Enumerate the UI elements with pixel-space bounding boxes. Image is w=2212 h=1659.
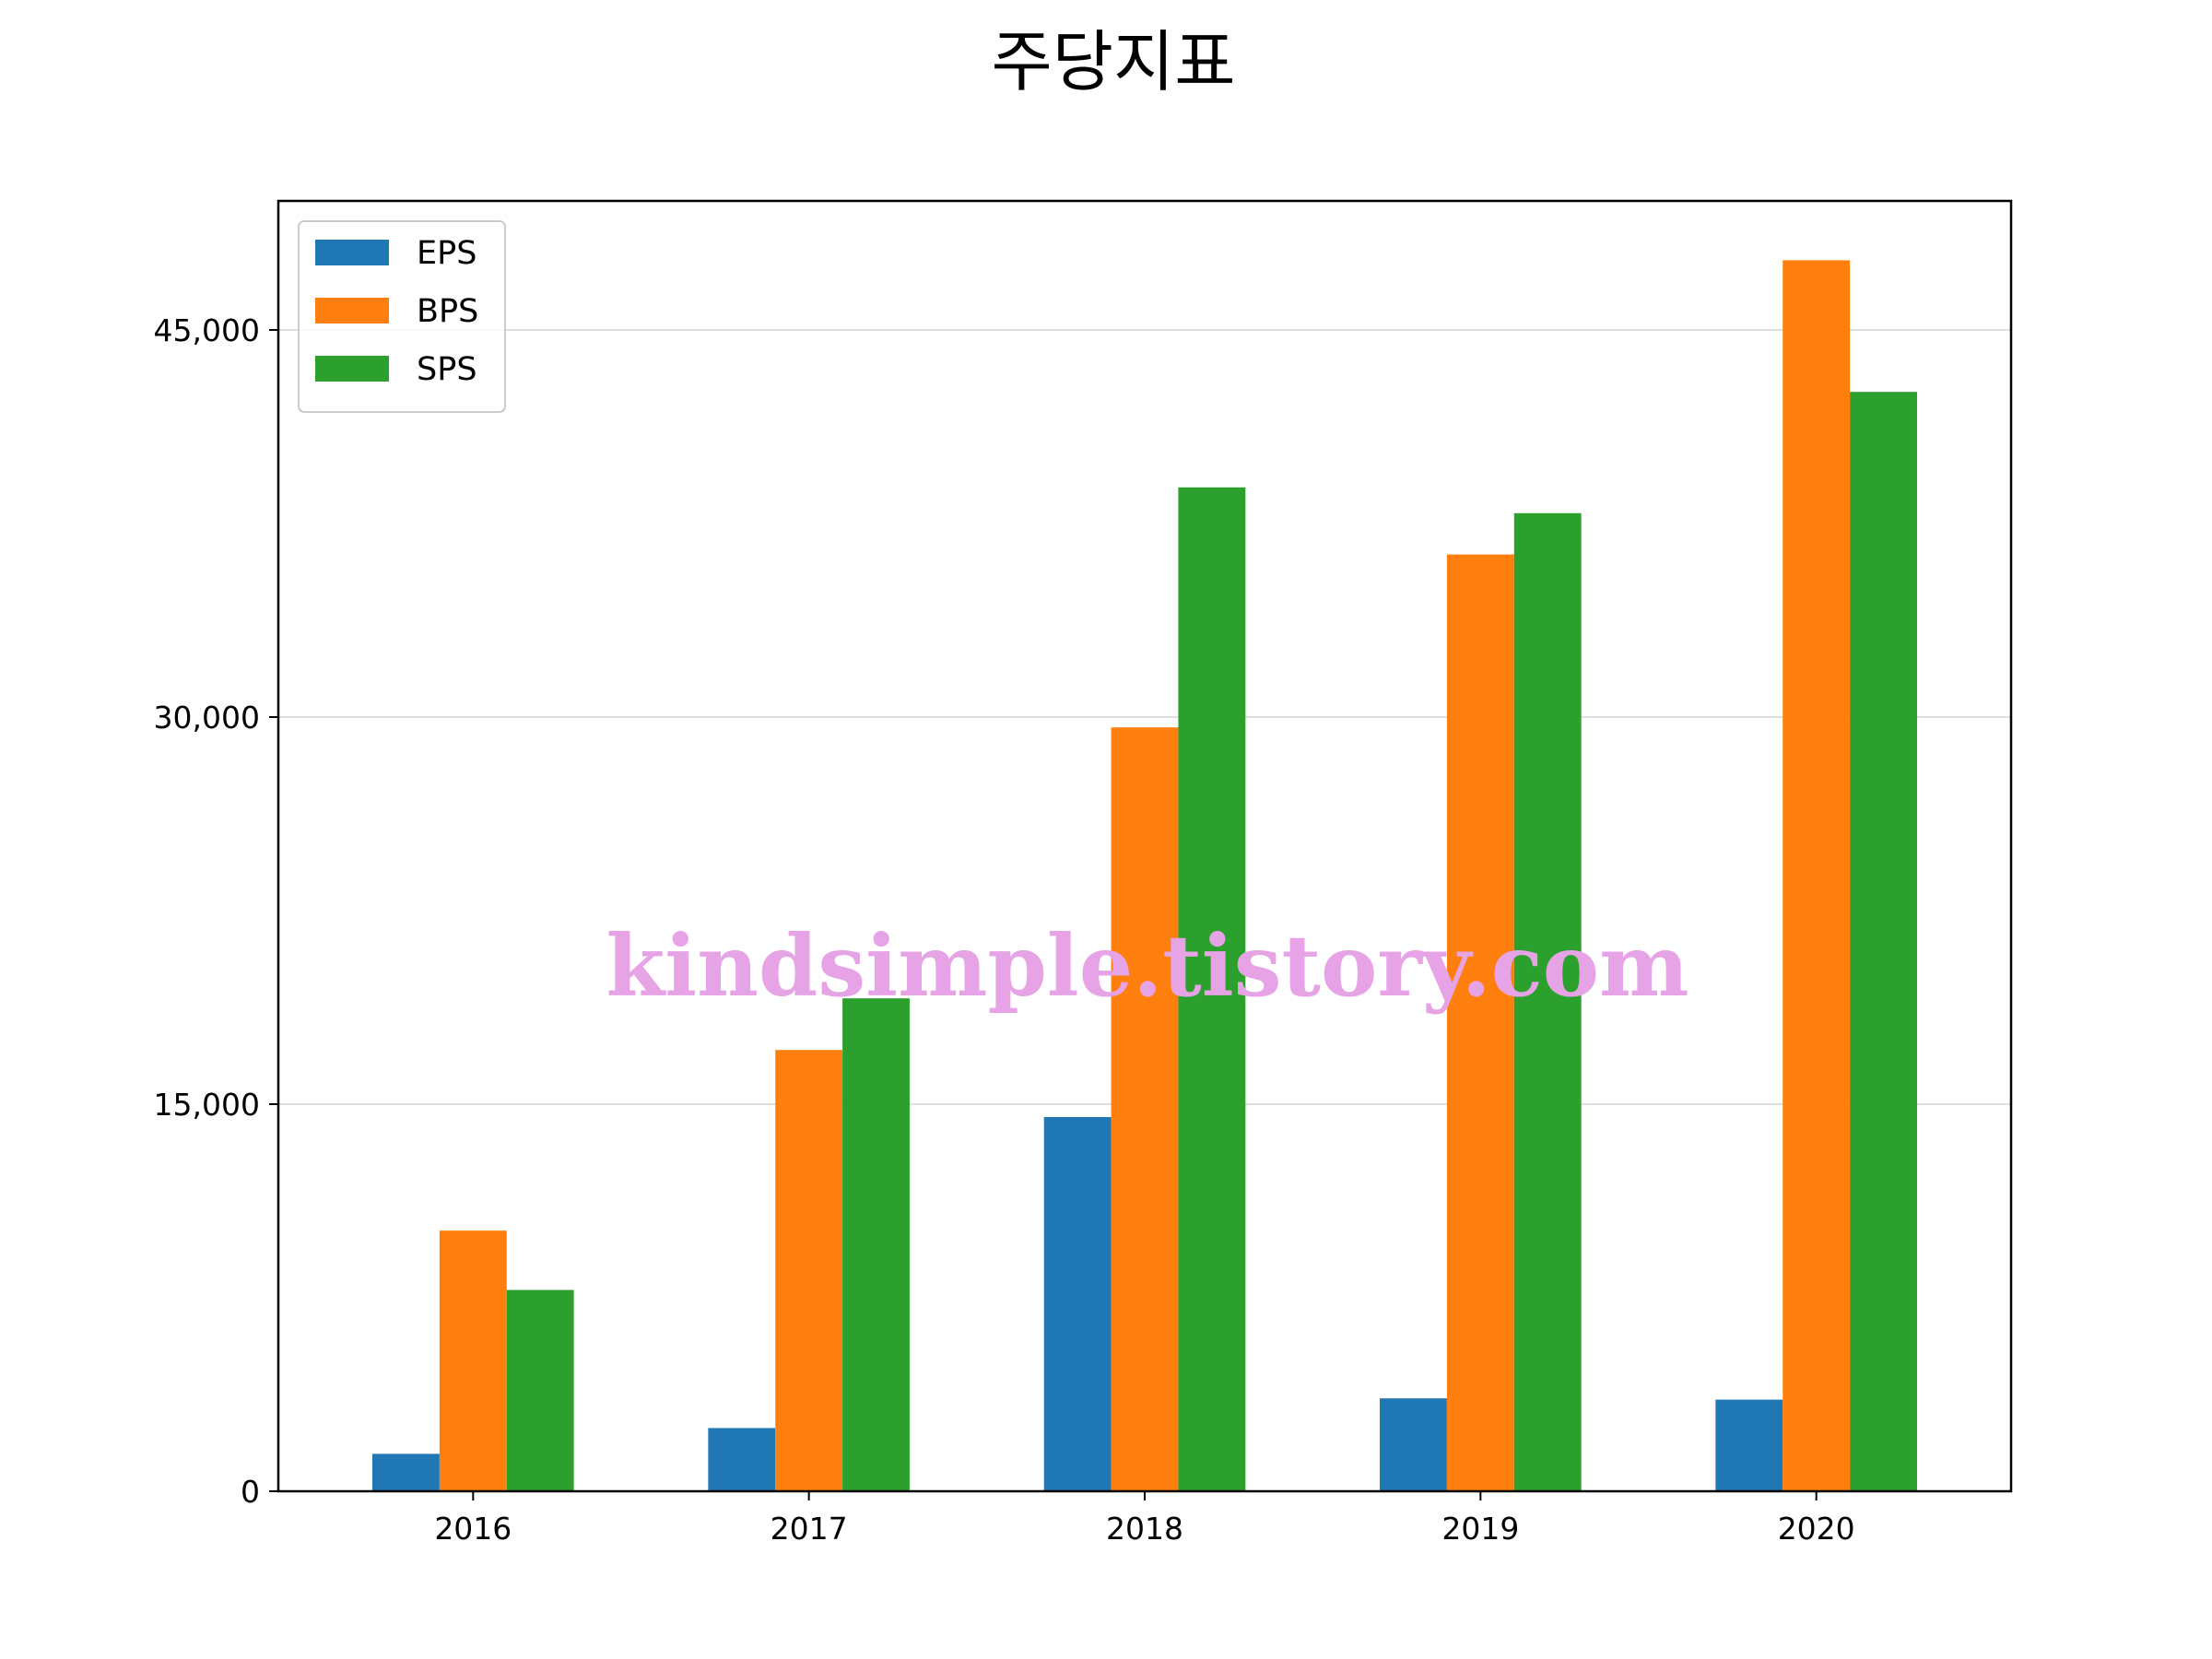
bar-eps-2019 — [1380, 1398, 1447, 1491]
bar-bps-2016 — [439, 1230, 507, 1491]
x-tick-label: 2020 — [1778, 1511, 1855, 1547]
legend-swatch-bps — [315, 298, 389, 324]
bar-bps-2019 — [1446, 554, 1514, 1491]
bar-eps-2020 — [1715, 1399, 1783, 1491]
bar-sps-2020 — [1850, 392, 1917, 1492]
x-tick-label: 2017 — [771, 1511, 848, 1547]
bar-eps-2018 — [1043, 1117, 1112, 1491]
legend: EPS BPS SPS — [298, 220, 506, 413]
legend-label-eps: EPS — [417, 235, 477, 272]
bar-bps-2018 — [1111, 727, 1179, 1491]
bar-sps-2016 — [506, 1289, 574, 1491]
legend-label-sps: SPS — [417, 351, 477, 388]
legend-swatch-sps — [315, 356, 389, 382]
x-axis: 2016 2017 2018 2019 2020 — [434, 1491, 1855, 1547]
bar-sps-2018 — [1178, 487, 1246, 1491]
x-tick-label: 2018 — [1106, 1511, 1183, 1547]
chart-title: 주당지표 — [992, 23, 1236, 100]
x-tick-label: 2019 — [1441, 1511, 1519, 1547]
legend-swatch-eps — [315, 240, 389, 265]
y-tick-label: 15,000 — [154, 1087, 260, 1123]
bar-sps-2017 — [842, 998, 910, 1491]
bar-eps-2017 — [708, 1428, 776, 1491]
bar-eps-2016 — [372, 1453, 440, 1491]
y-axis: 0 15,000 30,000 45,000 — [154, 312, 278, 1510]
bar-bps-2020 — [1783, 260, 1851, 1491]
bar-sps-2019 — [1513, 512, 1582, 1491]
x-tick-label: 2016 — [434, 1511, 512, 1547]
y-tick-label: 45,000 — [154, 312, 260, 348]
y-tick-label: 30,000 — [154, 700, 260, 735]
legend-label-bps: BPS — [417, 293, 478, 330]
y-tick-label: 0 — [241, 1474, 260, 1510]
bars — [372, 260, 1917, 1492]
watermark-text: kindsimple.tistory.com — [606, 916, 1688, 1016]
bar-bps-2017 — [775, 1050, 843, 1491]
